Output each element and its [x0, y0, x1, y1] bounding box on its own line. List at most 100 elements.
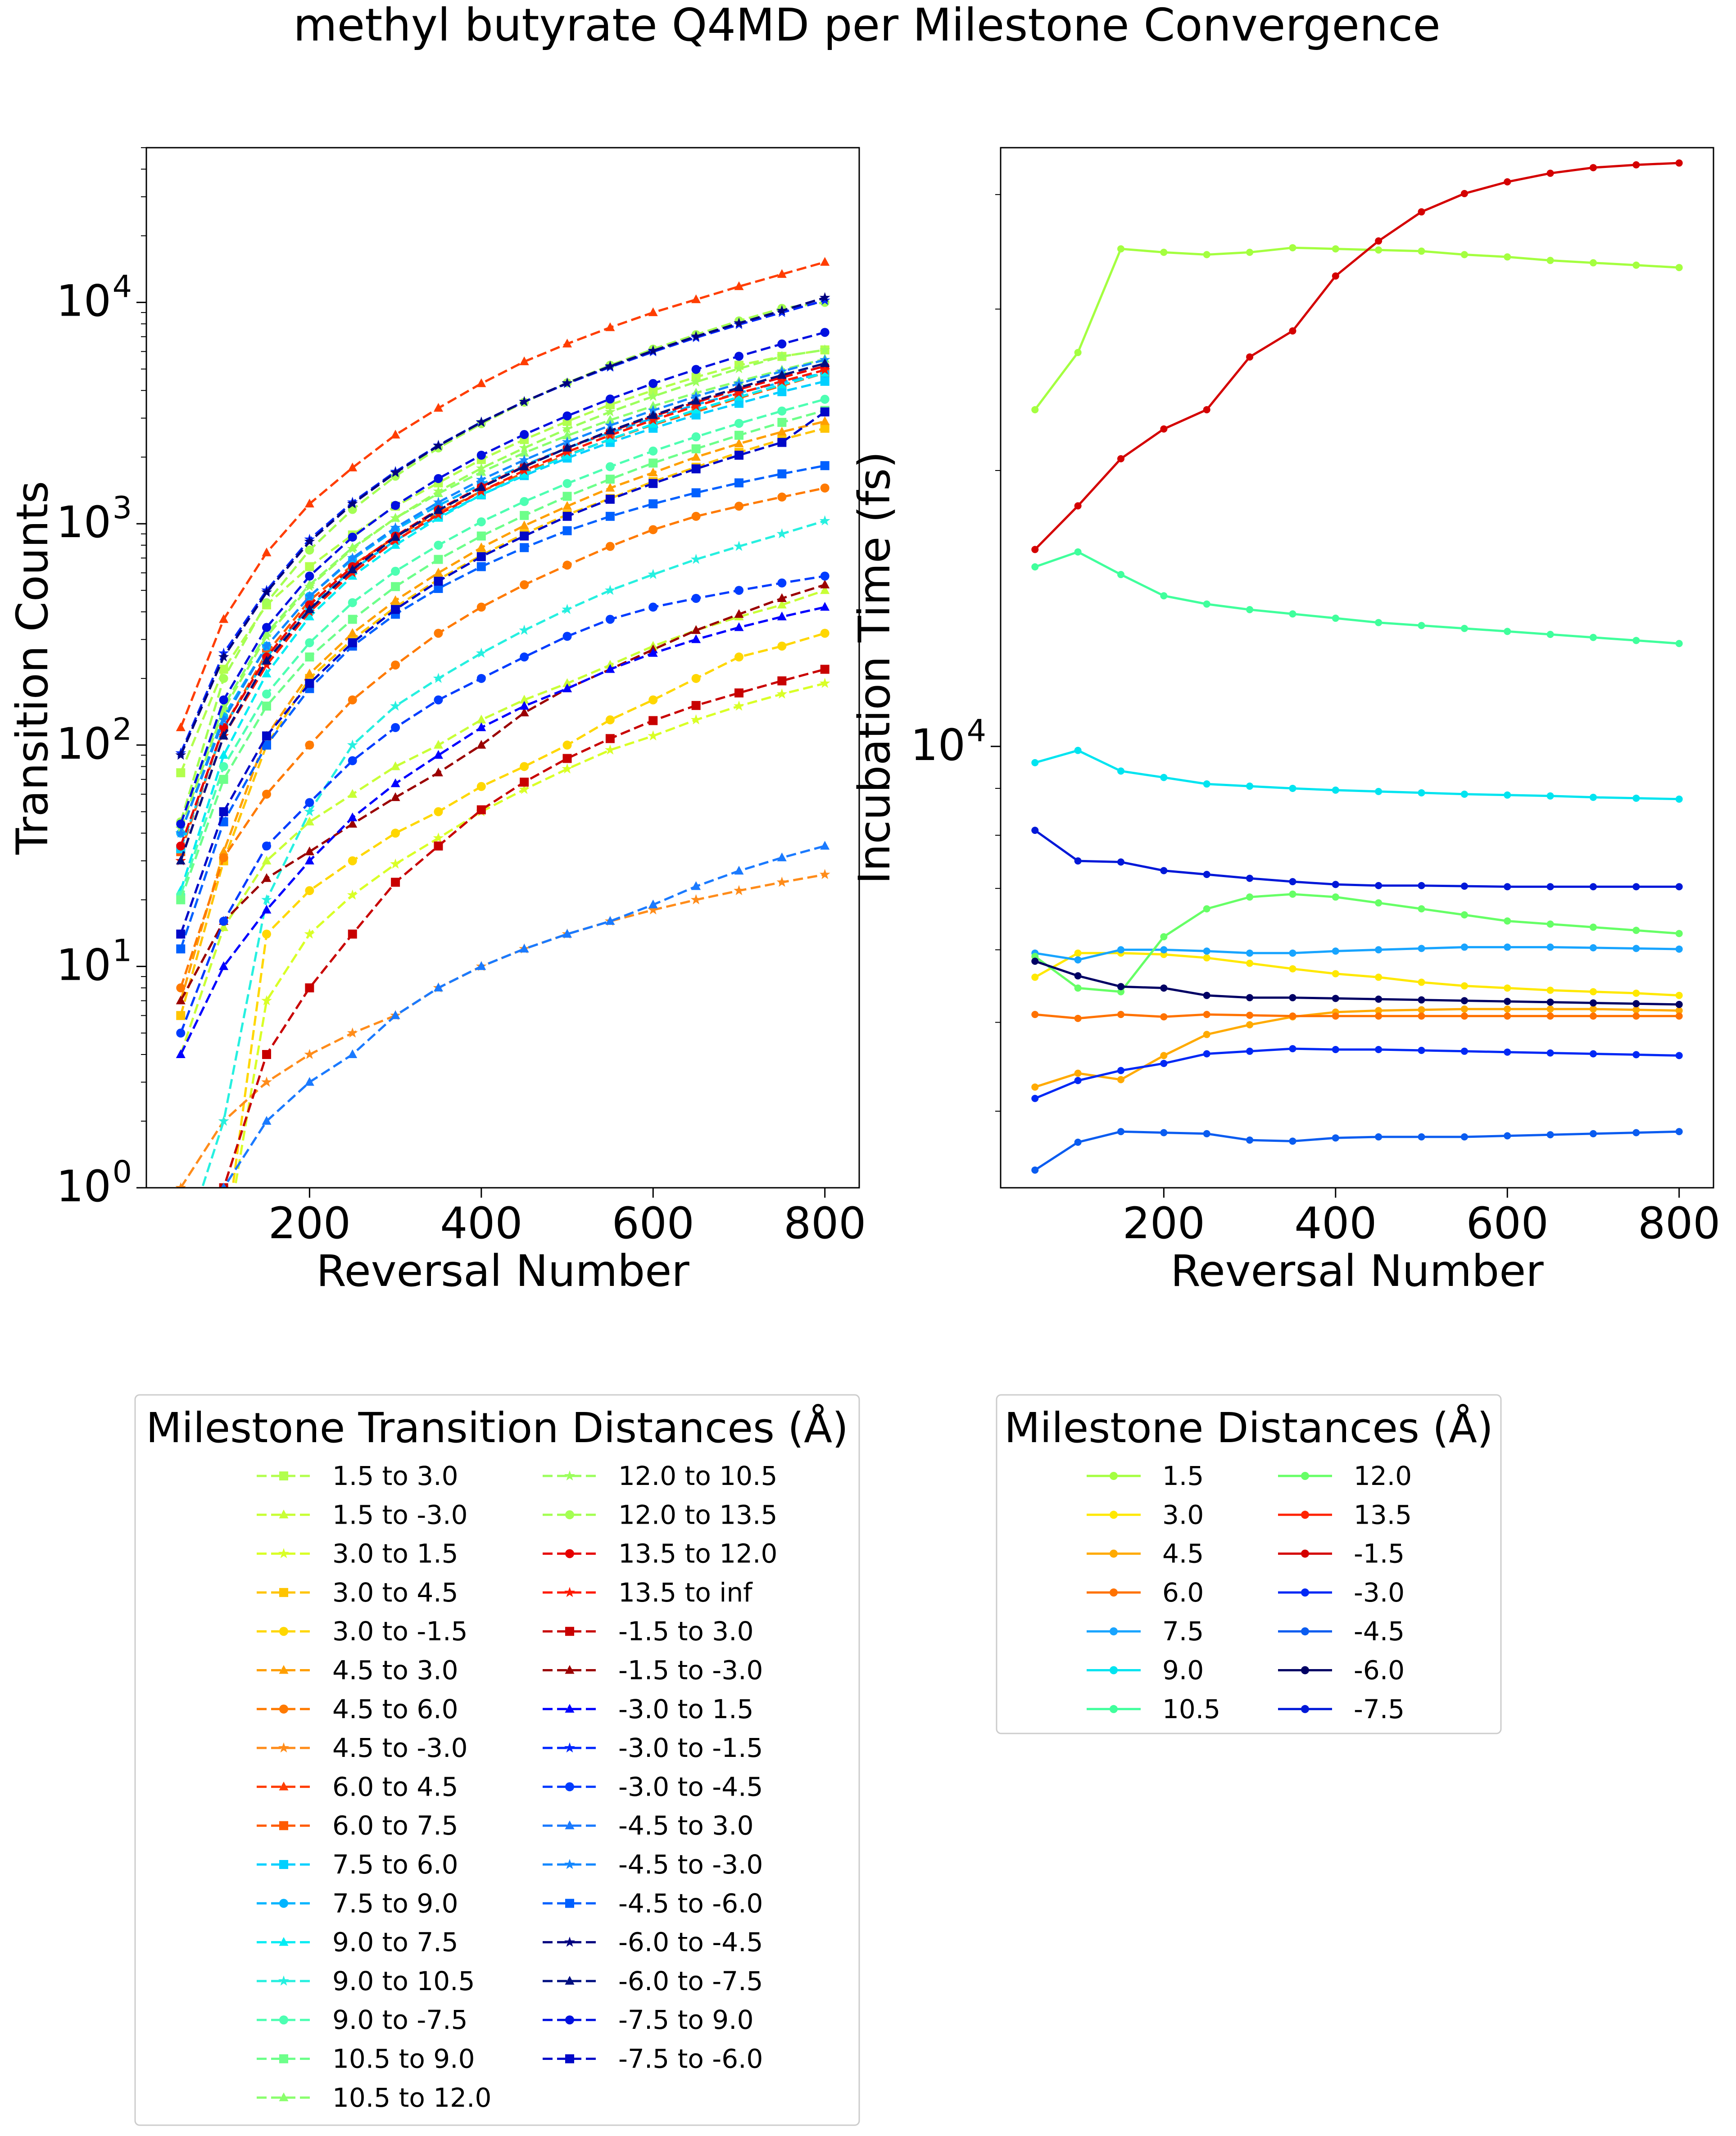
legend-marker	[279, 1899, 288, 1908]
series-line	[179, 589, 825, 1055]
legend-frame	[134, 1394, 860, 2126]
data-point	[304, 928, 315, 939]
data-point	[648, 390, 659, 401]
data-point	[348, 615, 357, 624]
y-tick-label: 10	[56, 497, 111, 548]
data-point	[434, 576, 443, 586]
legend-label: -3.0 to 1.5	[618, 1694, 754, 1724]
data-point	[1117, 1076, 1125, 1083]
data-point	[648, 419, 658, 428]
data-point	[1203, 1050, 1210, 1058]
data-point	[476, 602, 486, 612]
data-point	[1632, 1000, 1640, 1008]
y-tick-label: 10	[911, 720, 965, 770]
data-point	[433, 403, 443, 412]
legend-label: 3.0	[1162, 1499, 1204, 1530]
data-point	[304, 590, 315, 601]
x-tick-label: 200	[1123, 1198, 1205, 1249]
data-point	[1246, 249, 1254, 256]
data-point	[262, 701, 272, 711]
data-point	[305, 638, 314, 647]
data-point	[1418, 978, 1425, 986]
data-point	[777, 379, 787, 389]
data-point	[1289, 1137, 1296, 1145]
data-point	[304, 806, 315, 816]
data-point	[391, 605, 400, 614]
data-point	[1117, 1128, 1125, 1136]
legend-marker	[565, 1820, 575, 1829]
legend-label: 3.0 to -1.5	[332, 1616, 468, 1647]
x-axis-label: Reversal Number	[1170, 1246, 1544, 1296]
data-point	[176, 855, 186, 864]
data-point	[1117, 988, 1125, 996]
data-point	[1289, 1045, 1296, 1053]
data-point	[1289, 327, 1296, 335]
legend-label: 3.0 to 4.5	[332, 1577, 458, 1608]
data-point	[1546, 920, 1554, 928]
data-point	[520, 762, 529, 771]
legend-marker	[1301, 1666, 1309, 1674]
series-line	[1034, 893, 1679, 993]
data-point	[777, 406, 787, 416]
legend-marker	[1110, 1472, 1118, 1480]
legend-marker	[565, 1665, 575, 1674]
data-point	[262, 1050, 272, 1059]
legend-marker	[564, 1742, 575, 1753]
data-point	[1632, 1006, 1640, 1014]
legend-marker	[565, 2015, 574, 2025]
data-point	[1375, 787, 1382, 795]
legend-label: 10.5	[1162, 1694, 1220, 1724]
data-point	[1289, 965, 1296, 973]
data-point	[519, 454, 530, 465]
data-point	[1504, 1048, 1511, 1056]
data-point	[562, 492, 572, 501]
data-point	[304, 855, 314, 864]
data-point	[648, 467, 658, 476]
data-point	[390, 522, 401, 532]
legend-label: 9.0 to -7.5	[332, 2005, 468, 2035]
data-point	[648, 730, 659, 741]
data-point	[1632, 1129, 1640, 1136]
data-point	[648, 458, 658, 468]
legend-marker	[565, 1510, 574, 1520]
data-point	[1332, 947, 1339, 955]
data-point	[1246, 874, 1254, 882]
data-point	[605, 434, 615, 443]
data-point	[776, 305, 788, 316]
data-point	[605, 584, 616, 595]
y-tick-exponent: 0	[113, 1154, 132, 1190]
data-point	[648, 569, 659, 579]
data-point	[1460, 1133, 1468, 1140]
data-point	[390, 467, 401, 477]
data-point	[1675, 640, 1683, 647]
data-point	[562, 511, 572, 521]
data-point	[433, 497, 444, 507]
y-tick-base: 10	[56, 940, 111, 990]
data-point	[1246, 1011, 1254, 1019]
legend-marker	[1301, 1627, 1309, 1636]
data-point	[1332, 995, 1339, 1002]
data-point	[1589, 1130, 1597, 1137]
data-point	[820, 571, 829, 581]
series-line	[1034, 1130, 1679, 1171]
legend-label: 9.0 to 10.5	[332, 1966, 475, 1996]
legend-marker	[279, 1937, 289, 1946]
data-point	[562, 754, 572, 763]
data-point	[262, 598, 272, 607]
data-point	[219, 853, 228, 862]
data-point	[734, 700, 744, 711]
data-point	[605, 483, 615, 492]
data-point	[648, 410, 658, 419]
data-point	[219, 922, 229, 931]
data-point	[1546, 1049, 1554, 1057]
data-point	[562, 377, 573, 388]
legend-marker	[279, 1821, 288, 1830]
data-point	[262, 689, 272, 699]
x-tick-label: 800	[784, 1198, 866, 1249]
data-point	[648, 525, 658, 534]
data-point	[819, 678, 830, 688]
data-point	[1031, 546, 1039, 553]
legend-label: -1.5 to 3.0	[618, 1616, 754, 1647]
data-point	[1632, 945, 1640, 952]
